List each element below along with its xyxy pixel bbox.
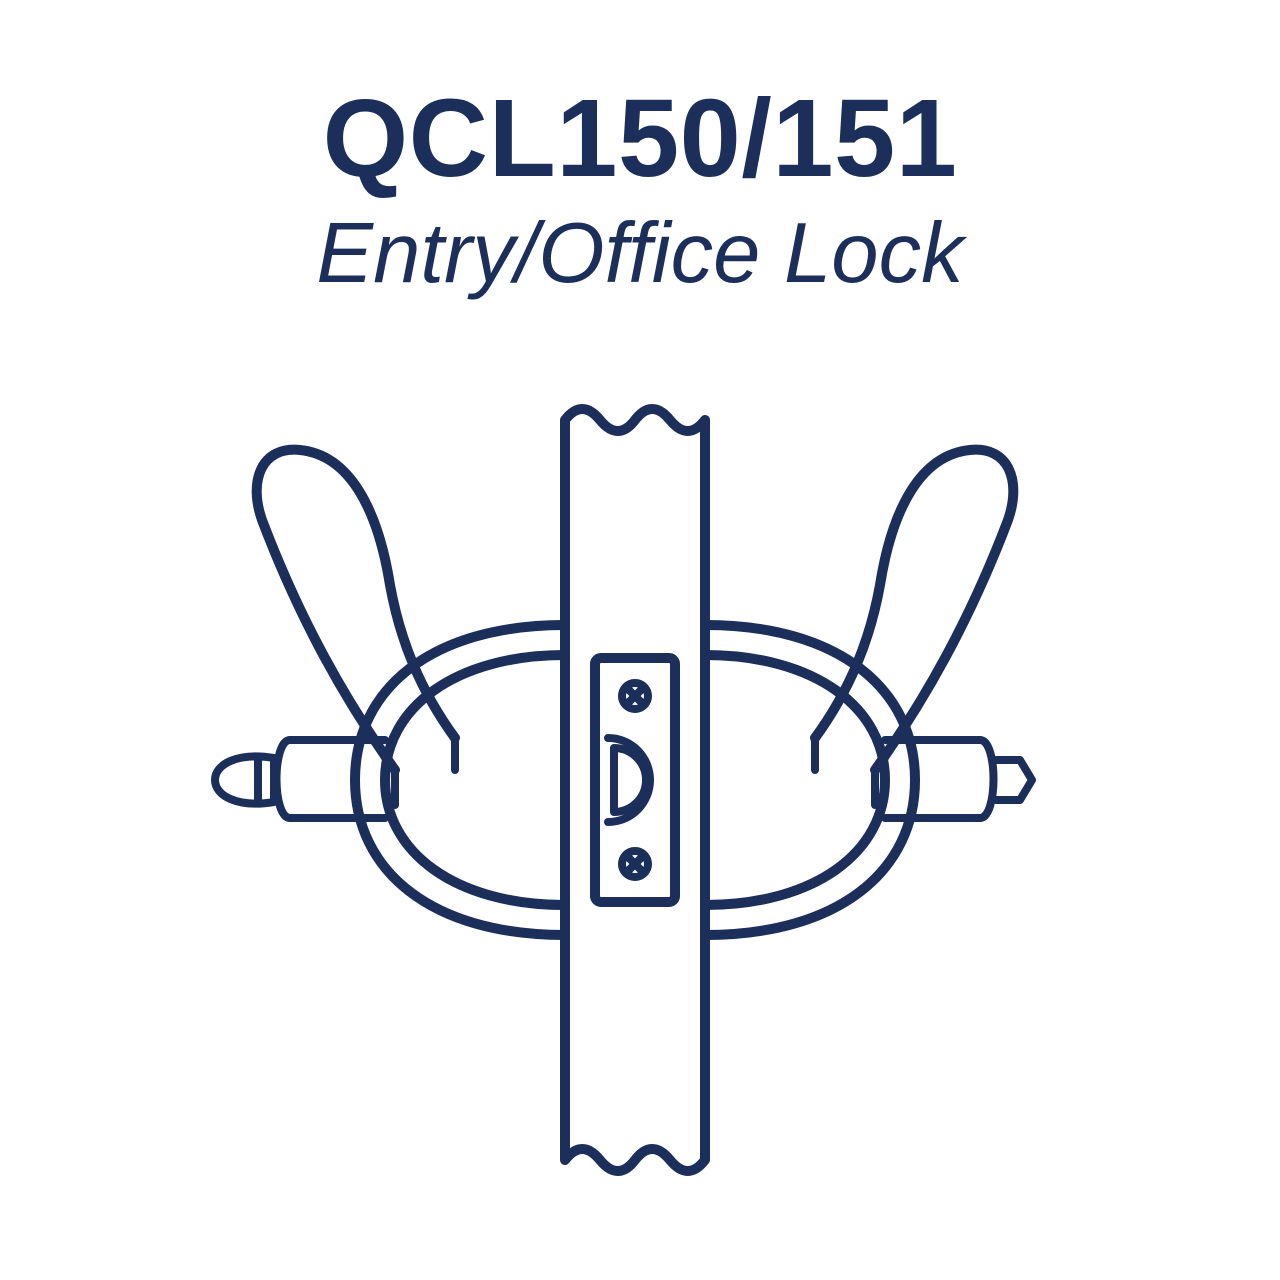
latch-screw-bottom (622, 851, 648, 877)
lever-right-join (815, 738, 875, 805)
lever-left-shank-cap (277, 740, 291, 818)
rose-right-inner (705, 655, 885, 905)
lever-left-shank (290, 740, 385, 818)
lever-right-shank (885, 740, 980, 818)
lever-right (815, 450, 1013, 770)
lever-left-join (395, 738, 455, 805)
lock-diagram (0, 0, 1280, 1280)
key-cylinder-icon (996, 760, 1032, 800)
page: QCL150/151 Entry/Office Lock (0, 0, 1280, 1280)
lever-right-shank-cap (980, 740, 994, 818)
thumbturn-icon (215, 756, 274, 803)
latch-screw-top (622, 683, 648, 709)
lever-left (257, 450, 455, 770)
rose-left-inner (385, 655, 565, 905)
